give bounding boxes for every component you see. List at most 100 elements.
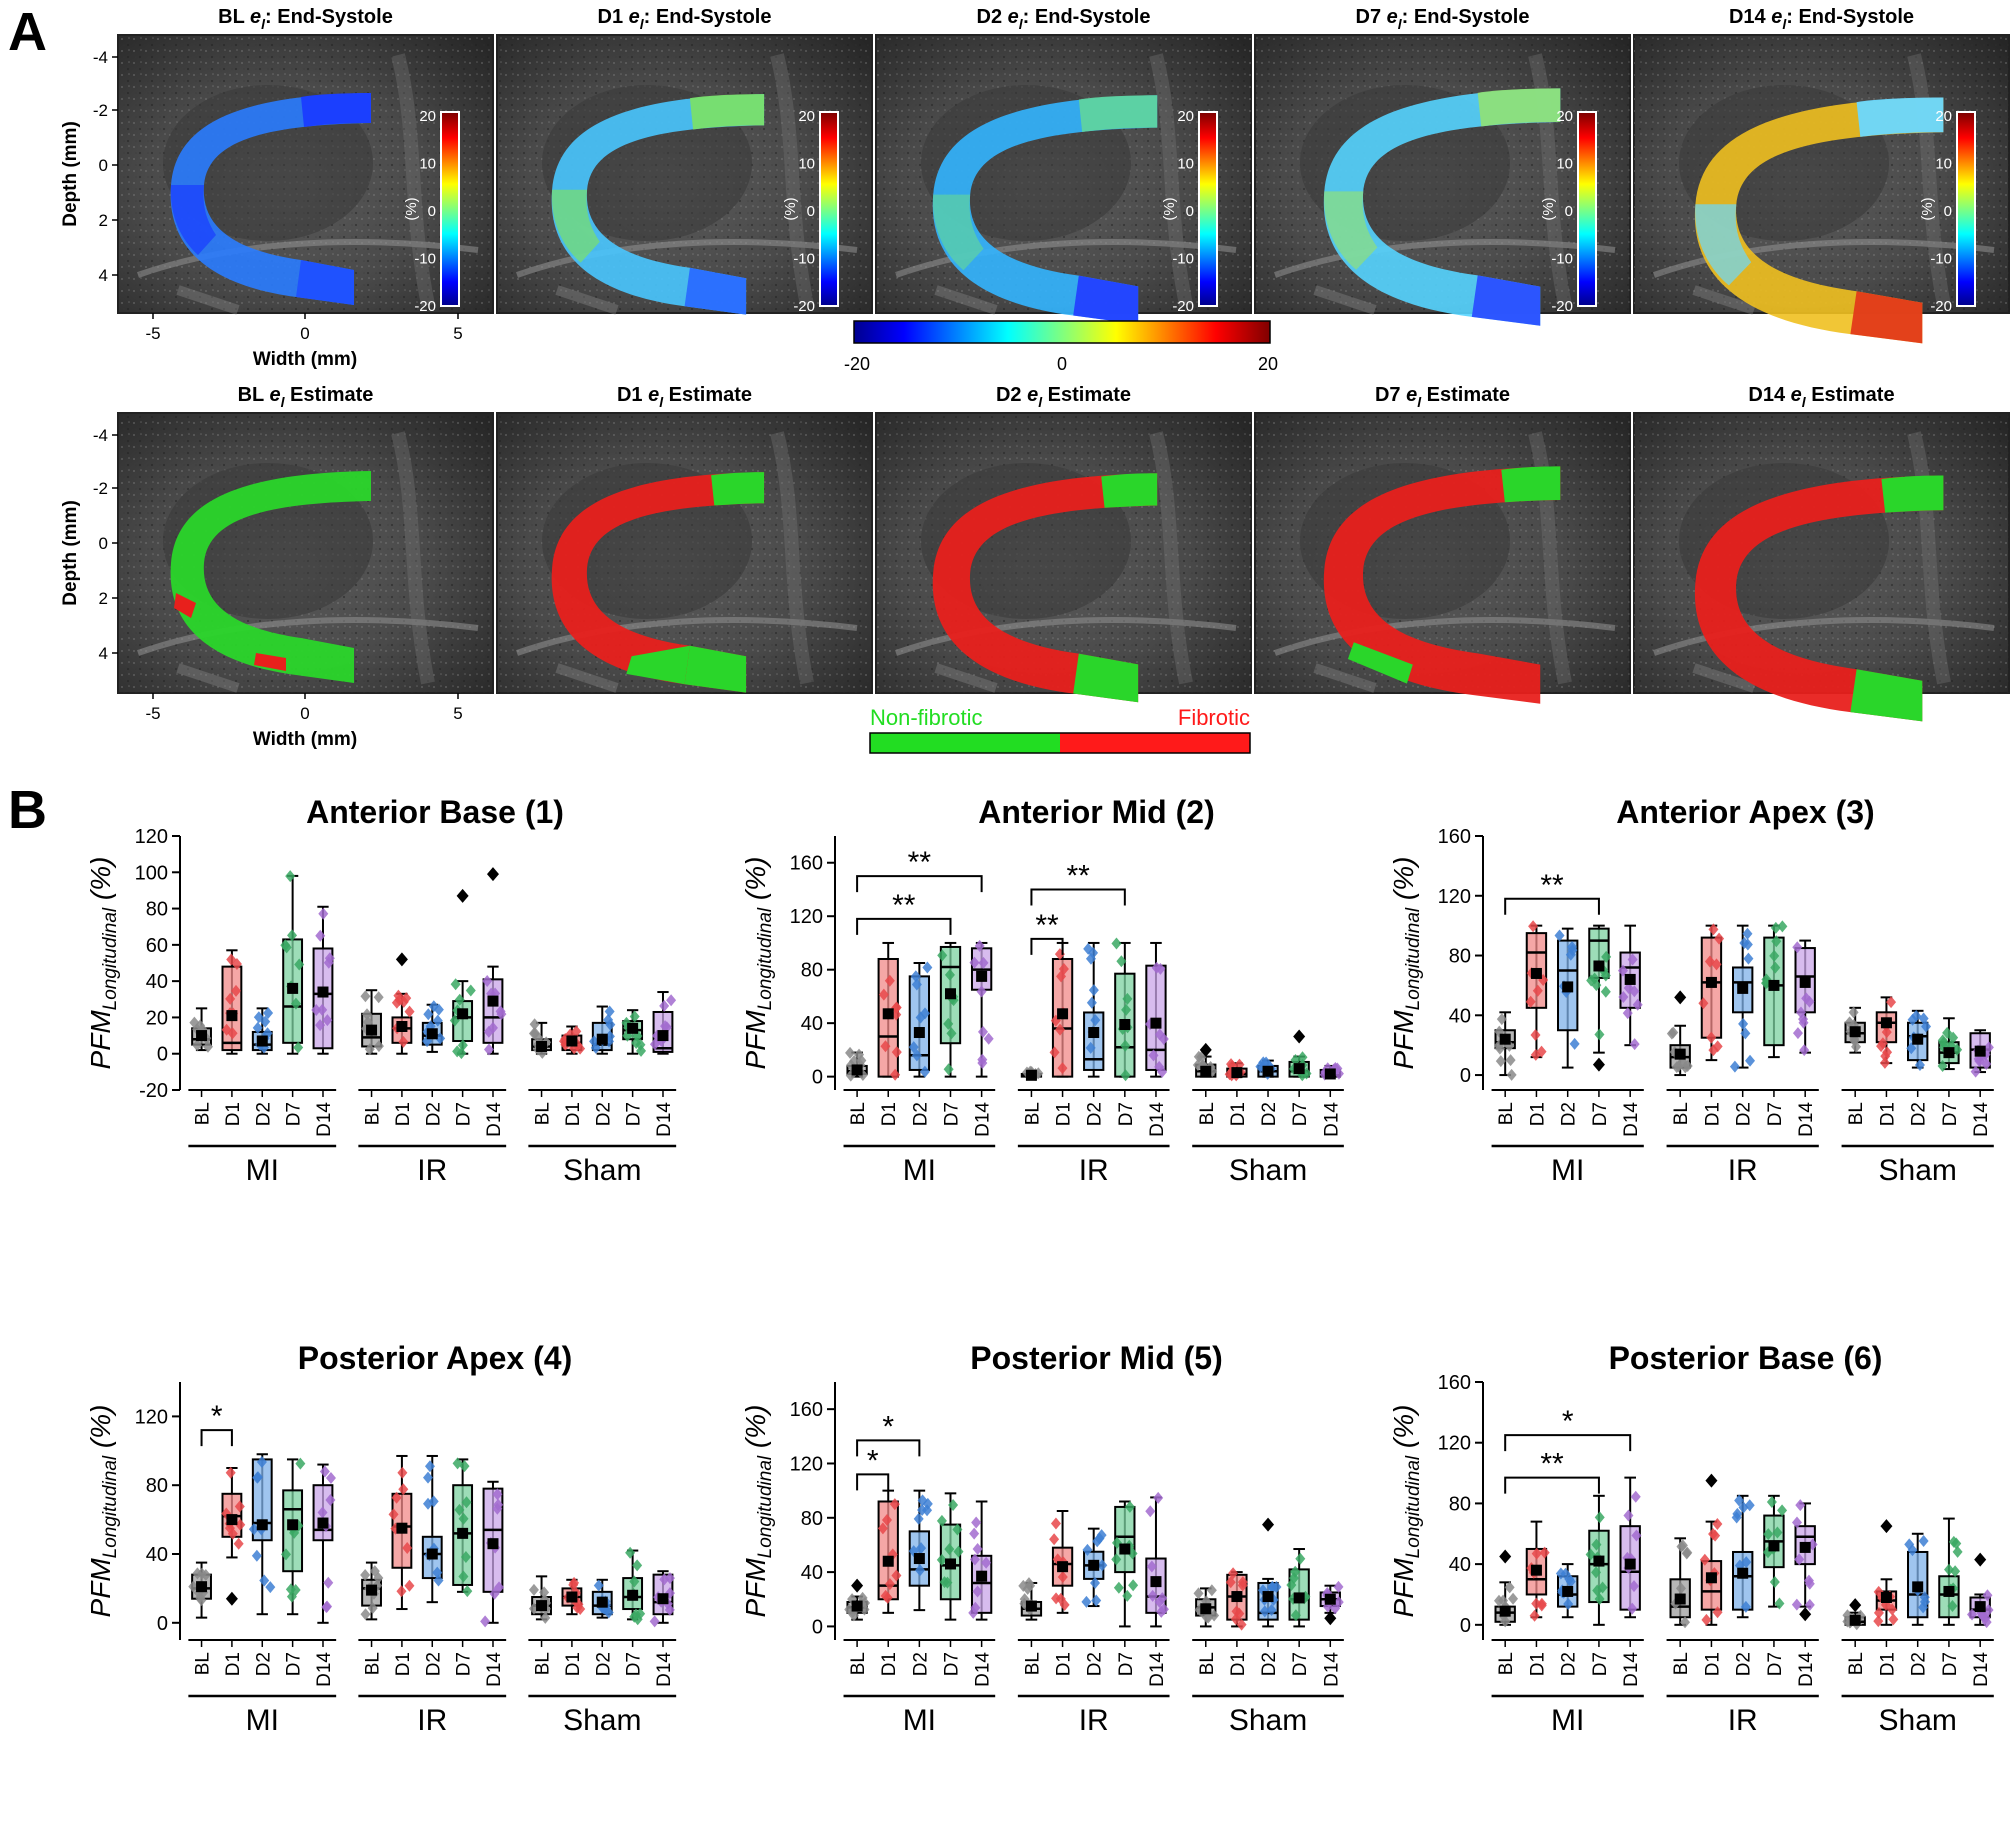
- box-IR-D2: [1081, 1527, 1108, 1608]
- data-point: [1629, 1038, 1640, 1051]
- y-tick-label: 80: [801, 1508, 823, 1530]
- mean-marker: [944, 1558, 956, 1570]
- data-point: [1706, 1031, 1717, 1044]
- mean-marker: [487, 1538, 499, 1550]
- box-Sham-D7: [622, 1546, 646, 1626]
- category-tick-label: D14: [314, 1652, 335, 1687]
- data-point: [939, 1576, 950, 1589]
- data-point: [494, 1581, 505, 1594]
- data-point: [1627, 1602, 1638, 1615]
- data-point: [636, 1044, 647, 1057]
- mean-marker: [396, 1021, 408, 1032]
- data-point: [944, 968, 955, 981]
- y-tick-label: 0: [812, 1067, 823, 1089]
- box-IR-BL: [1020, 1065, 1044, 1082]
- data-point: [325, 1494, 336, 1507]
- data-point: [1097, 1559, 1108, 1572]
- group-label: Sham: [1229, 1154, 1307, 1187]
- data-point: [1804, 1598, 1815, 1611]
- outlier-point: [1293, 1029, 1306, 1044]
- inset-colorbar-tick: -10: [1551, 251, 1573, 268]
- category-tick-label: D14: [484, 1102, 505, 1137]
- data-point: [1738, 1017, 1749, 1030]
- box-Sham-D7: [621, 1009, 647, 1057]
- outlier-point: [225, 1591, 238, 1606]
- data-point: [1085, 952, 1096, 965]
- data-point: [404, 1005, 415, 1018]
- fibrosis-map-3: D7 el Estimate: [1254, 384, 1631, 704]
- data-point: [1594, 1511, 1605, 1524]
- data-point: [1532, 984, 1543, 997]
- data-point: [317, 1506, 328, 1519]
- category-tick-label: D1: [1054, 1102, 1075, 1126]
- data-point: [1937, 1059, 1948, 1072]
- y-tick-label: 80: [1449, 1493, 1471, 1515]
- mean-marker: [1025, 1600, 1037, 1612]
- box-IR-D2: [421, 1000, 446, 1053]
- data-point: [367, 1602, 378, 1615]
- data-point: [461, 1496, 472, 1509]
- box-MI-BL: [1493, 1011, 1517, 1081]
- inset-colorbar-tick: -10: [793, 251, 815, 268]
- mean-marker: [566, 1591, 578, 1603]
- y-axis-label: PFMLongitudinal (%): [85, 1405, 121, 1618]
- data-point: [1769, 949, 1780, 962]
- data-point: [1121, 1003, 1132, 1016]
- category-tick-label: BL: [1846, 1652, 1867, 1675]
- box-IR-D1: [1049, 1510, 1074, 1614]
- mean-marker: [1943, 1047, 1955, 1059]
- data-point: [1712, 1518, 1723, 1531]
- category-tick-label: D1: [393, 1652, 414, 1676]
- category-tick-label: D1: [223, 1102, 244, 1126]
- data-point: [487, 1021, 498, 1034]
- box-Sham-D14: [1319, 1580, 1344, 1626]
- data-point: [1564, 1573, 1575, 1586]
- data-point: [1774, 1597, 1785, 1610]
- data-point: [1744, 1499, 1755, 1512]
- mean-marker: [1974, 1601, 1986, 1613]
- y-tick-label: 40: [146, 1544, 168, 1566]
- data-point: [1261, 1056, 1272, 1069]
- mean-marker: [1088, 1559, 1100, 1571]
- mean-marker: [536, 1600, 548, 1612]
- mean-marker: [1674, 1048, 1686, 1060]
- data-point: [1209, 1609, 1220, 1622]
- box-Sham-D2: [589, 1005, 616, 1055]
- box-IR-D14: [480, 1480, 505, 1628]
- data-point: [854, 1048, 865, 1061]
- data-point: [605, 1018, 616, 1031]
- data-point: [575, 1042, 586, 1055]
- box-MI-D2: [908, 961, 933, 1078]
- data-point: [1128, 1579, 1139, 1592]
- box-iqr: [970, 1554, 993, 1614]
- data-point: [1555, 1567, 1566, 1580]
- data-point: [1701, 1613, 1712, 1626]
- y-tick-label: 0: [1460, 1065, 1471, 1087]
- box-Sham-D1: [1225, 1567, 1248, 1631]
- data-point: [1745, 1054, 1756, 1067]
- outlier-point: [1880, 1519, 1893, 1534]
- data-point: [432, 1014, 443, 1027]
- data-point: [294, 958, 305, 971]
- y-tick-label: 4: [99, 266, 108, 285]
- data-point: [529, 1018, 540, 1031]
- myocardium-overlay: [932, 95, 1158, 325]
- data-point: [1886, 996, 1897, 1009]
- category-tick-label: D7: [1590, 1102, 1611, 1126]
- mean-marker: [1593, 960, 1605, 972]
- y-tick-label: 0: [99, 156, 108, 175]
- box-IR-D7: [1111, 937, 1136, 1082]
- data-point: [1740, 1600, 1751, 1613]
- data-point: [361, 1008, 372, 1021]
- data-point: [1495, 1055, 1506, 1068]
- group-label: MI: [246, 1154, 279, 1187]
- data-point: [315, 929, 326, 942]
- box-MI-BL: [1493, 1549, 1519, 1628]
- mean-marker: [196, 1581, 208, 1593]
- data-point: [972, 1542, 983, 1555]
- data-point: [1090, 1014, 1101, 1027]
- chart-title: Anterior Apex (3): [1616, 794, 1874, 830]
- mean-marker: [256, 1519, 268, 1531]
- data-point: [225, 992, 236, 1005]
